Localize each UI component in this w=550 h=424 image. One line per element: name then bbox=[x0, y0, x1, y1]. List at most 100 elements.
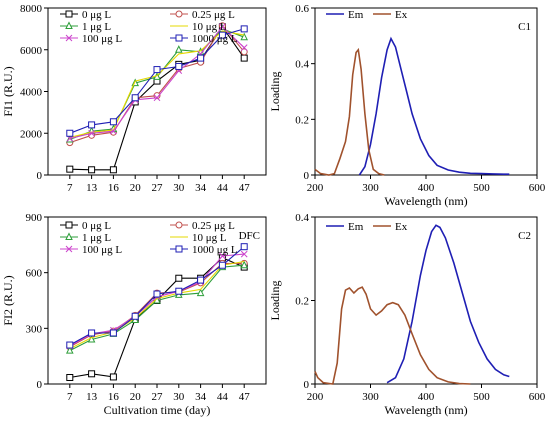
fi1-data-point bbox=[219, 23, 226, 31]
c2-y-axis-title: Loading bbox=[268, 281, 282, 321]
c2-series-line bbox=[314, 286, 471, 385]
fi2-data-point bbox=[196, 288, 205, 297]
fi2-data-point bbox=[131, 312, 139, 320]
c2-legend-label: Em bbox=[348, 221, 364, 233]
c2-legend-label: Ex bbox=[395, 221, 408, 233]
c1-panel-label: C1 bbox=[518, 21, 531, 33]
c2-x-axis-title: Wavelength (nm) bbox=[384, 403, 467, 417]
fi2-x-tick-label: 20 bbox=[130, 391, 142, 403]
c2-y-tick-label: 0.4 bbox=[295, 212, 309, 224]
c1-x-tick-label: 600 bbox=[529, 182, 546, 194]
c1-y-tick-label: 0.6 bbox=[295, 3, 309, 15]
c1-y-axis-title: Loading bbox=[268, 72, 282, 112]
fi2-data-point bbox=[240, 250, 248, 258]
fi1-y-tick-label: 2000 bbox=[20, 128, 43, 140]
fi2-x-tick-label: 13 bbox=[86, 391, 98, 403]
fi2-data-point bbox=[153, 290, 161, 298]
fi2-data-point bbox=[65, 345, 74, 354]
panel-c1-chart: 0 0.2 0.4 0.6 200 300 400 500 600 Loading Waveleng… bbox=[268, 3, 546, 208]
fi2-series-line bbox=[69, 257, 245, 379]
fi1-data-point bbox=[240, 44, 248, 52]
fi1-data-point bbox=[131, 94, 139, 102]
fi2-x-tick-label: 27 bbox=[152, 391, 164, 403]
fi2-series-line bbox=[69, 262, 245, 348]
fi1-x-tick-label: 47 bbox=[239, 182, 251, 194]
c1-series-line bbox=[314, 47, 385, 176]
fi2-data-point bbox=[197, 276, 205, 284]
fi2-y-axis-title: FI2 (R.U.) bbox=[1, 275, 15, 325]
fi1-legend-marker bbox=[175, 34, 183, 42]
fi2-legend-label: 1000 μg L bbox=[192, 244, 238, 256]
fi2-series-line bbox=[69, 260, 245, 350]
fi2-data-point bbox=[218, 261, 226, 269]
fi1-data-point bbox=[240, 25, 248, 33]
fi1-legend-label: 10 μg L bbox=[192, 21, 227, 33]
fi1-legend-label: 0 μg L bbox=[82, 9, 111, 21]
fi1-x-tick-label: 44 bbox=[217, 182, 229, 194]
panel-c2-chart: 0 0.2 0.4 200 300 400 500 600 Loading Wavelength … bbox=[268, 212, 546, 417]
fi1-data-point bbox=[240, 48, 248, 56]
fi1-legend-label: 0.25 μg L bbox=[192, 9, 235, 21]
fi1-data-point bbox=[175, 62, 183, 70]
fi1-legend-marker bbox=[65, 21, 73, 29]
fi1-data-point bbox=[88, 166, 96, 174]
fi2-panel-label: DFC bbox=[239, 230, 260, 242]
c2-y-tick-label: 0 bbox=[304, 379, 310, 391]
fi2-legend-marker bbox=[65, 245, 73, 253]
fi1-x-tick-label: 13 bbox=[86, 182, 98, 194]
fi2-data-point bbox=[109, 329, 117, 337]
fi2-data-point bbox=[109, 373, 117, 381]
fi2-x-tick-label: 7 bbox=[67, 391, 73, 403]
fi2-legend-marker bbox=[65, 221, 73, 229]
fi1-data-point bbox=[153, 92, 161, 100]
fi2-data-point bbox=[175, 274, 183, 282]
fi1-x-tick-label: 16 bbox=[108, 182, 120, 194]
fi1-legend-marker bbox=[65, 10, 73, 18]
fi1-y-tick-label: 8000 bbox=[20, 3, 43, 15]
fi2-data-point bbox=[175, 287, 183, 295]
fi1-series-line bbox=[69, 30, 245, 138]
fi1-data-point bbox=[110, 127, 117, 135]
fi1-data-point bbox=[109, 118, 117, 126]
fi2-x-tick-label: 47 bbox=[239, 391, 251, 403]
c1-x-tick-label: 500 bbox=[473, 182, 490, 194]
c1-legend-label: Ex bbox=[395, 9, 408, 21]
fi2-data-point bbox=[219, 252, 226, 260]
fi2-legend-marker bbox=[175, 221, 183, 229]
fi2-y-tick-label: 0 bbox=[37, 379, 43, 391]
fi1-y-tick-label: 0 bbox=[37, 170, 43, 182]
c2-x-tick-label: 600 bbox=[529, 391, 546, 403]
c1-y-tick-label: 0.2 bbox=[295, 114, 309, 126]
fi1-y-axis-title: FI1 (R.U.) bbox=[1, 66, 15, 116]
c2-x-tick-label: 500 bbox=[473, 391, 490, 403]
fi2-x-tick-label: 44 bbox=[217, 391, 229, 403]
fi1-data-point bbox=[197, 54, 205, 62]
fi1-data-point bbox=[88, 129, 95, 137]
c1-x-axis-title: Wavelength (nm) bbox=[384, 194, 467, 208]
fi2-data-point bbox=[66, 374, 74, 382]
fi1-data-point bbox=[240, 32, 249, 41]
fi2-legend-label: 0 μg L bbox=[82, 220, 111, 232]
fi2-x-axis-title: Cultivation time (day) bbox=[104, 403, 211, 417]
c2-y-tick-label: 0.2 bbox=[295, 296, 309, 308]
fi2-data-point bbox=[240, 260, 249, 269]
c2-x-tick-label: 200 bbox=[307, 391, 324, 403]
fi1-legend-marker bbox=[65, 34, 73, 42]
fi1-data-point bbox=[153, 94, 161, 102]
fi1-data-point bbox=[240, 54, 248, 62]
c2-x-tick-label: 300 bbox=[362, 391, 379, 403]
panel-fi1-chart: 0 2000 4000 6000 8000 7 13 16 20 27 30 34 44 47 FI1 (R… bbox=[1, 3, 267, 194]
fi2-x-tick-label: 30 bbox=[173, 391, 185, 403]
fi2-legend-label: 1 μg L bbox=[82, 232, 111, 244]
fi1-legend-marker bbox=[175, 10, 183, 18]
fi2-legend-marker bbox=[65, 232, 73, 240]
c1-y-tick-label: 0 bbox=[304, 170, 310, 182]
c1-x-tick-label: 300 bbox=[362, 182, 379, 194]
fi1-legend-label: 1 μg L bbox=[82, 21, 111, 33]
fi1-data-point bbox=[153, 66, 161, 74]
panel-fi2-chart: 0 300 600 900 7 13 16 20 27 30 34 44 47 FI2 (R.U.) Cul… bbox=[1, 212, 267, 417]
fi2-legend-label: 100 μg L bbox=[82, 244, 122, 256]
c1-x-tick-label: 200 bbox=[307, 182, 324, 194]
fi2-data-point bbox=[240, 243, 248, 251]
